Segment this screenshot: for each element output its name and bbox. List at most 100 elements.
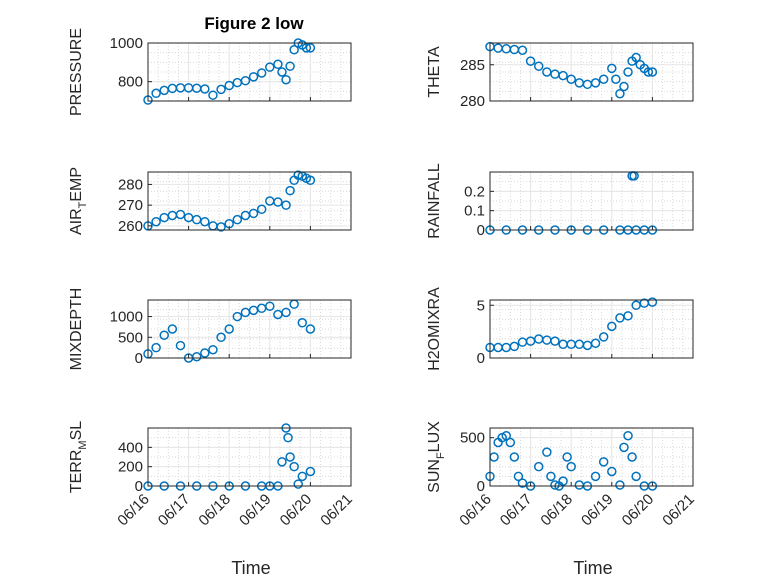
data-point [615, 89, 625, 99]
x-tick-label: 06/20 [277, 491, 316, 530]
data-point [248, 72, 259, 82]
data-point [619, 442, 629, 453]
axes-box [147, 299, 352, 359]
data-point [566, 461, 576, 472]
axes-box [489, 427, 694, 487]
data-point [542, 447, 552, 457]
chart-rainfall: 0 0.1 0.2 RAINFALL [426, 163, 694, 239]
data-point [558, 476, 568, 486]
data-point [256, 68, 267, 78]
y-axis-label-main: AIR [68, 208, 85, 235]
y-axis-label-main: TERR [68, 450, 85, 494]
y-axis-label: THETA [426, 46, 443, 98]
y-axis-label-subscript: F [435, 452, 447, 459]
chart-pressure: 800 1000 PRESSURE [68, 28, 352, 116]
data-point [647, 297, 658, 307]
data-point [550, 336, 560, 346]
y-axis-label-main: SUN [426, 459, 443, 493]
data-point [501, 430, 511, 441]
y-axis-label-subscript: T [77, 201, 89, 208]
y-axis-label: MIXDEPTH [68, 288, 85, 371]
data-point [305, 175, 316, 186]
series [143, 299, 316, 363]
data-point [289, 461, 299, 472]
y-tick-label: 800 [118, 74, 143, 91]
y-tick-label: 1000 [110, 309, 143, 326]
series [143, 38, 316, 105]
y-tick-label: 0 [477, 222, 485, 239]
y-axis-label-rest: SL [68, 421, 85, 441]
x-axis-label-right: Time [573, 558, 612, 578]
data-point [281, 200, 291, 210]
data-point [293, 479, 303, 489]
data-point [232, 311, 243, 322]
data-point [623, 311, 633, 321]
data-point [200, 216, 210, 227]
data-point [607, 321, 617, 332]
data-point [281, 307, 291, 318]
data-point [598, 332, 609, 342]
data-point [216, 222, 226, 232]
y-axis-label-rest: LUX [426, 421, 443, 452]
data-point [285, 452, 295, 462]
y-tick-label: 500 [460, 430, 485, 447]
y-axis-label: H2OMIXRA [426, 287, 443, 371]
data-point [558, 70, 568, 81]
axes-box [489, 299, 694, 359]
y-tick-label: 270 [118, 197, 143, 214]
data-point [167, 324, 178, 334]
data-point [285, 185, 295, 196]
x-tick-label: 06/21 [317, 491, 356, 530]
x-tick-label: 06/20 [619, 491, 658, 530]
data-point [627, 452, 637, 462]
data-point [517, 45, 528, 55]
data-point [283, 432, 293, 443]
data-point [297, 318, 308, 328]
data-point [265, 301, 275, 311]
data-point [647, 67, 658, 77]
data-point [631, 52, 641, 63]
data-point [623, 67, 633, 77]
data-point [525, 56, 536, 66]
data-point [200, 348, 210, 358]
x-tick-label: 06/19 [578, 491, 617, 530]
data-point [159, 330, 169, 340]
data-point [224, 324, 234, 334]
y-tick-label: 0 [477, 350, 485, 367]
y-tick-label: 280 [118, 176, 143, 193]
y-axis-label: RAINFALL [426, 163, 443, 239]
x-tick-label: 06/16 [456, 491, 495, 530]
x-tick-label: 06/17 [155, 491, 194, 530]
y-tick-label: 260 [118, 218, 143, 235]
data-point [305, 43, 316, 53]
data-point [151, 342, 161, 353]
data-point [590, 78, 601, 88]
chart-air-temp: 260 270 280 AIRTEMP [68, 167, 352, 235]
chart-mixdepth: 0 500 1000 MIXDEPTH [68, 288, 352, 371]
data-point [151, 88, 161, 99]
data-point [533, 461, 544, 472]
x-tick-label: 06/21 [659, 491, 698, 530]
y-tick-label: 0 [477, 478, 485, 495]
grid [489, 428, 694, 487]
y-tick-label: 0 [135, 478, 143, 495]
data-point [505, 437, 516, 448]
chart-h2omixra: 0 5 H2OMIXRA [426, 287, 694, 371]
y-axis-label-subscript: M [77, 440, 89, 449]
data-point [265, 62, 275, 72]
data-point [513, 471, 524, 482]
data-point [216, 332, 226, 343]
x-tick-label: 06/16 [114, 491, 153, 530]
data-point [546, 471, 556, 482]
data-point [208, 344, 218, 355]
data-point [550, 480, 560, 490]
y-tick-label: 500 [118, 329, 143, 346]
data-point [598, 457, 609, 467]
chart-sun-flux: 0 500 06/16 06/17 06/18 06/19 06/20 06/21 SUNFLU… [426, 421, 698, 530]
data-point [248, 208, 259, 219]
data-point [277, 457, 287, 467]
data-point [598, 74, 609, 84]
data-point [509, 452, 520, 462]
x-tick-label: 06/19 [236, 491, 275, 530]
